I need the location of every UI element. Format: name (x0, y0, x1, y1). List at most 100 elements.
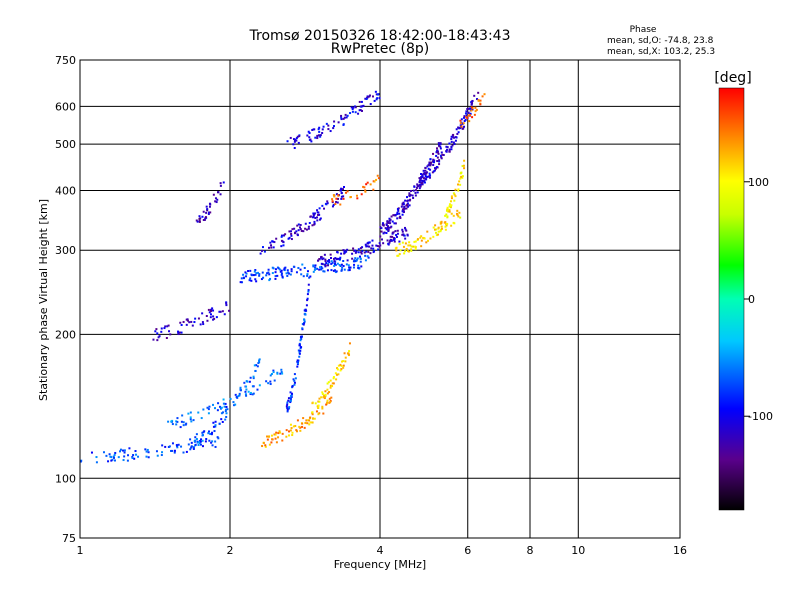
data-point (209, 310, 212, 313)
data-point (303, 318, 306, 321)
data-point (212, 421, 215, 424)
data-point (211, 444, 214, 447)
data-point (314, 264, 317, 267)
data-point (415, 189, 418, 192)
data-point (398, 253, 401, 256)
data-point (296, 359, 299, 362)
data-point (168, 330, 171, 333)
data-point (437, 144, 440, 147)
data-point (202, 219, 205, 222)
data-point (296, 363, 299, 366)
data-point (358, 109, 361, 112)
data-point (426, 230, 429, 233)
colorbar-ticks: 100 0 -100 (744, 176, 773, 423)
data-point (340, 368, 343, 371)
data-point (236, 396, 239, 399)
data-point (160, 330, 163, 333)
data-point (441, 153, 444, 156)
data-point (344, 356, 347, 359)
data-point (321, 267, 324, 270)
data-point (330, 262, 333, 265)
data-point (446, 216, 449, 219)
data-point (445, 209, 448, 212)
data-point (319, 135, 322, 138)
data-point (347, 353, 350, 356)
data-point (127, 454, 130, 457)
data-point (117, 456, 120, 459)
data-point (266, 435, 269, 438)
data-point (438, 163, 441, 166)
data-point (224, 402, 227, 405)
data-point (217, 402, 220, 405)
data-point (419, 185, 422, 188)
data-point (299, 268, 302, 271)
data-point (199, 323, 202, 326)
data-point (444, 225, 447, 228)
data-point (463, 120, 466, 123)
data-point (474, 106, 477, 109)
data-point (190, 420, 193, 423)
data-point (312, 212, 315, 215)
data-point (295, 137, 298, 140)
data-point (212, 425, 215, 428)
data-point (263, 250, 266, 253)
data-point (393, 237, 396, 240)
data-point (295, 230, 298, 233)
data-point (345, 250, 348, 253)
data-point (147, 451, 150, 454)
data-point (182, 451, 185, 454)
data-point (218, 422, 221, 425)
data-point (258, 274, 261, 277)
data-point (364, 190, 367, 193)
data-point (410, 245, 413, 248)
data-point (456, 132, 459, 135)
data-point (440, 225, 443, 228)
data-point (283, 268, 286, 271)
data-point (251, 385, 254, 388)
data-point (378, 242, 381, 245)
data-point (245, 394, 248, 397)
data-point (432, 235, 435, 238)
data-point (262, 442, 265, 445)
data-point (332, 203, 335, 206)
data-point (280, 371, 283, 374)
data-point (364, 243, 367, 246)
data-point (423, 180, 426, 183)
data-point (289, 397, 292, 400)
data-point (267, 435, 270, 438)
data-point (377, 177, 380, 180)
data-point (289, 136, 292, 139)
data-point (286, 401, 289, 404)
data-point (359, 260, 362, 263)
data-point (281, 439, 284, 442)
data-point (292, 378, 295, 381)
data-point (416, 183, 419, 186)
x-tick-label: 2 (227, 544, 234, 557)
data-point (401, 213, 404, 216)
data-point (450, 146, 453, 149)
data-point (209, 211, 212, 214)
data-point (426, 175, 429, 178)
data-point (156, 332, 159, 335)
data-point (321, 393, 324, 396)
y-tick-label: 300 (55, 244, 76, 257)
data-point (318, 268, 321, 271)
data-point (217, 191, 220, 194)
data-point (156, 339, 159, 342)
data-point (332, 257, 335, 260)
data-point (312, 270, 315, 273)
data-point (389, 235, 392, 238)
data-point (123, 451, 126, 454)
data-point (269, 374, 272, 377)
data-point (364, 254, 367, 257)
data-point (457, 183, 460, 186)
data-point (206, 209, 209, 212)
data-point (327, 381, 330, 384)
data-point (431, 171, 434, 174)
data-point (214, 424, 217, 427)
data-point (429, 174, 432, 177)
data-point (267, 382, 270, 385)
data-point (432, 226, 435, 229)
data-point (222, 398, 225, 401)
data-point (240, 277, 243, 280)
